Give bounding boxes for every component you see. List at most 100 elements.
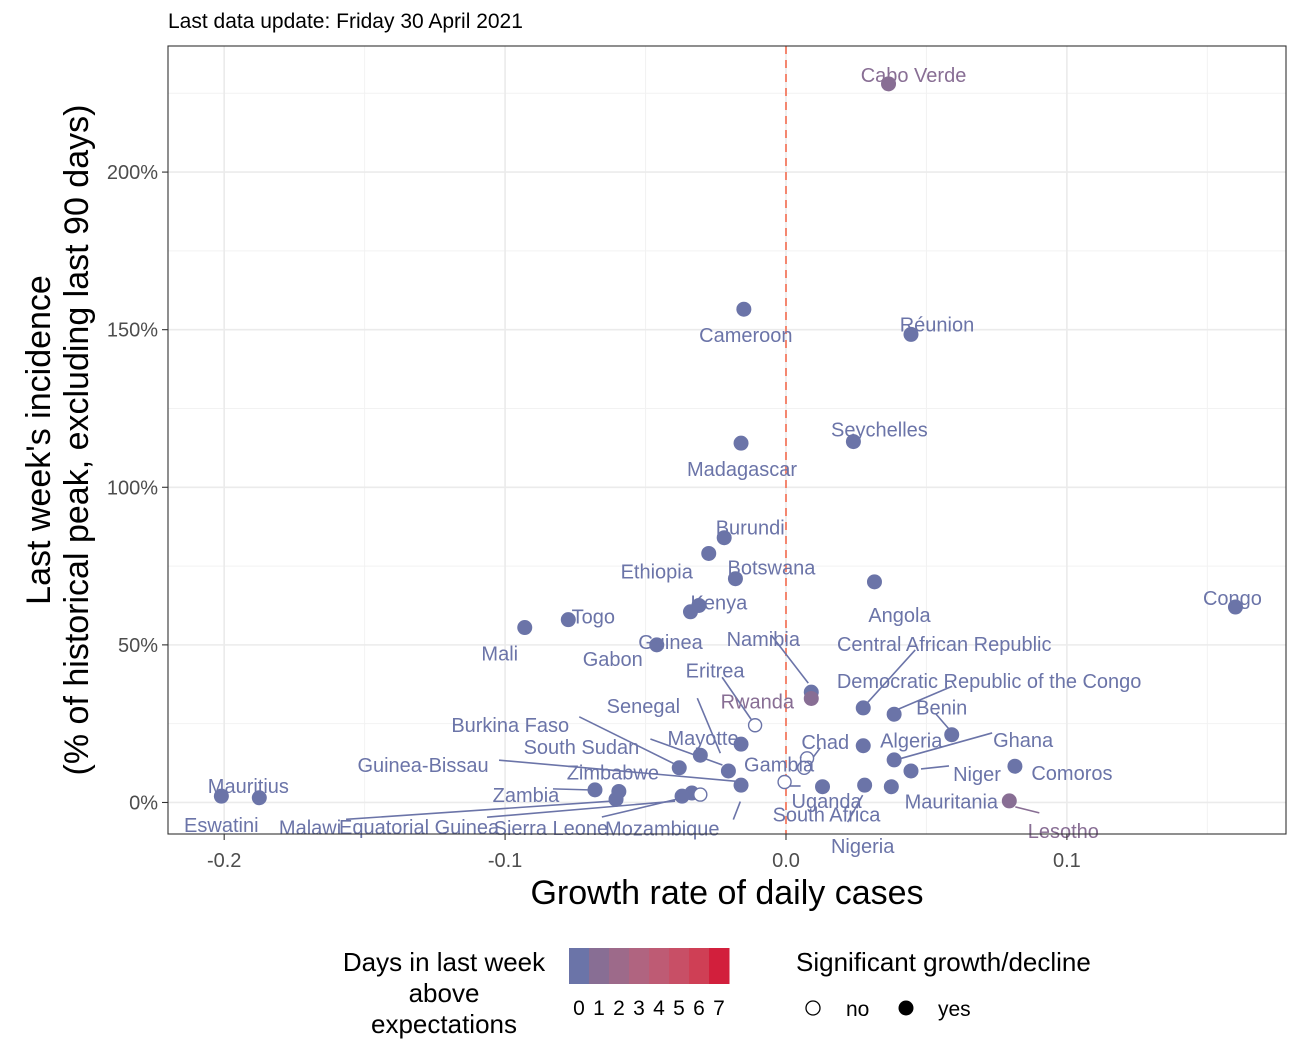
- y-axis-title-line2: (% of historical peak, excluding last 90…: [58, 105, 96, 776]
- label-r-union: Réunion: [900, 314, 975, 336]
- x-axis: -0.2 -0.1 0.0 0.1: [207, 834, 1081, 872]
- panel-background: [168, 46, 1286, 834]
- label-seychelles: Seychelles: [831, 420, 928, 442]
- leader-nigeria: [846, 794, 864, 823]
- x-tick-label: 0.1: [1053, 850, 1081, 872]
- legend-swatch-3: [629, 948, 650, 984]
- leader-central-african-republic: [866, 649, 916, 704]
- x-tick-label: 0.0: [772, 850, 800, 872]
- point-mayotte: [733, 736, 749, 752]
- legend-swatch-label-7: 7: [713, 997, 725, 1020]
- point-botswana: [727, 571, 743, 587]
- point-guinea: [682, 604, 698, 620]
- leader-guinea-bissau: [498, 759, 736, 782]
- label-south-sudan: South Sudan: [524, 737, 640, 759]
- legend-swatch-2: [609, 948, 630, 984]
- label-algeria: Algeria: [880, 731, 943, 753]
- leader-malawi: [345, 800, 610, 821]
- point-uganda: [777, 774, 792, 790]
- leader-ghana: [898, 732, 993, 760]
- label-lesotho: Lesotho: [1028, 821, 1099, 843]
- label-madagascar: Madagascar: [687, 459, 797, 481]
- label-senegal: Senegal: [607, 696, 680, 718]
- legend-shape-yes-label: yes: [938, 998, 971, 1021]
- label-ethiopia: Ethiopia: [621, 561, 694, 583]
- legend-swatch-label-2: 2: [613, 997, 625, 1020]
- label-mayotte: Mayotte: [667, 728, 738, 750]
- legend-swatch-6: [689, 948, 710, 984]
- label-niger: Niger: [953, 764, 1001, 786]
- point-nigeria: [857, 777, 873, 793]
- legend-swatch-4: [649, 948, 670, 984]
- point-ethiopia: [701, 545, 717, 561]
- legend-swatch-label-4: 4: [653, 997, 665, 1020]
- point-cabo-verde: [881, 76, 897, 92]
- label-kenya: Kenya: [691, 592, 749, 614]
- y-tick-label: 200%: [107, 162, 158, 184]
- label-guinea-bissau: Guinea-Bissau: [357, 755, 488, 777]
- label-equatorial-guinea: Equatorial Guinea: [339, 817, 500, 839]
- legend-swatch-label-5: 5: [673, 997, 685, 1020]
- legend-swatch-label-1: 1: [593, 997, 605, 1020]
- leader-equatorial-guinea: [486, 800, 676, 818]
- point-south-africa: [815, 779, 831, 795]
- point-mauritania: [883, 779, 899, 795]
- plot-panel: Cabo Verde Cameroon Réunion Seychelles Madag…: [167, 45, 1287, 858]
- point-angola: [866, 574, 882, 590]
- point-mozambique: [693, 787, 708, 802]
- label-burkina-faso: Burkina Faso: [451, 715, 569, 737]
- label-rwanda: Rwanda: [721, 691, 795, 713]
- point-zambia: [587, 782, 603, 798]
- point-togo: [560, 612, 576, 628]
- legend-significant-growth: Significant growth/decline no yes: [796, 947, 1091, 1021]
- label-ghana: Ghana: [993, 730, 1054, 752]
- y-tick-label: 0%: [129, 792, 158, 814]
- label-democratic-republic-of-the-congo: Democratic Republic of the Congo: [837, 671, 1142, 693]
- point-central-african-republic: [855, 700, 871, 716]
- point-malawi: [608, 791, 624, 807]
- label-congo: Congo: [1203, 588, 1262, 610]
- point-mali: [517, 620, 533, 636]
- y-tick-label: 50%: [118, 635, 158, 657]
- label-mauritania: Mauritania: [905, 792, 999, 814]
- label-gabon: Gabon: [583, 649, 643, 671]
- leader-niger: [920, 765, 950, 770]
- label-cameroon: Cameroon: [699, 325, 792, 347]
- point-lesotho: [1001, 793, 1017, 809]
- legend-shape-no-symbol: [805, 1000, 821, 1016]
- point-south-sudan: [720, 763, 736, 779]
- chart-subtitle: Last data update: Friday 30 April 2021: [168, 10, 523, 33]
- x-axis-title: Growth rate of daily cases: [530, 874, 923, 912]
- legend-swatch-label-6: 6: [693, 997, 705, 1020]
- point-burundi: [716, 530, 732, 546]
- leader-burkina-faso: [578, 716, 675, 765]
- x-tick-label: -0.2: [207, 850, 241, 872]
- legend-swatch-5: [669, 948, 690, 984]
- label-mozambique: Mozambique: [605, 819, 720, 841]
- y-tick-label: 100%: [107, 477, 158, 499]
- label-cabo-verde: Cabo Verde: [861, 65, 967, 87]
- point-rwanda: [803, 690, 819, 706]
- point-benin: [944, 727, 960, 743]
- point-chad: [797, 760, 812, 776]
- legend-shape-yes-symbol: [898, 1000, 914, 1016]
- label-central-african-republic: Central African Republic: [837, 634, 1052, 656]
- leader-mozambique: [732, 801, 742, 820]
- label-namibia: Namibia: [727, 629, 801, 651]
- label-sierra-leone: Sierra Leone: [494, 818, 609, 840]
- label-chad: Chad: [801, 732, 849, 754]
- leader-senegal: [696, 697, 722, 754]
- point-mauritius: [213, 788, 229, 804]
- label-nigeria: Nigeria: [831, 836, 895, 858]
- legend-swatch-1: [589, 948, 610, 984]
- label-eritrea: Eritrea: [686, 660, 746, 682]
- point-seychelles: [845, 434, 861, 450]
- point-eritrea: [747, 718, 763, 733]
- legend-swatch-label-0: 0: [573, 997, 585, 1020]
- point-niger: [903, 763, 919, 779]
- label-comoros: Comoros: [1031, 763, 1112, 785]
- point-equatorial-guinea: [674, 788, 690, 804]
